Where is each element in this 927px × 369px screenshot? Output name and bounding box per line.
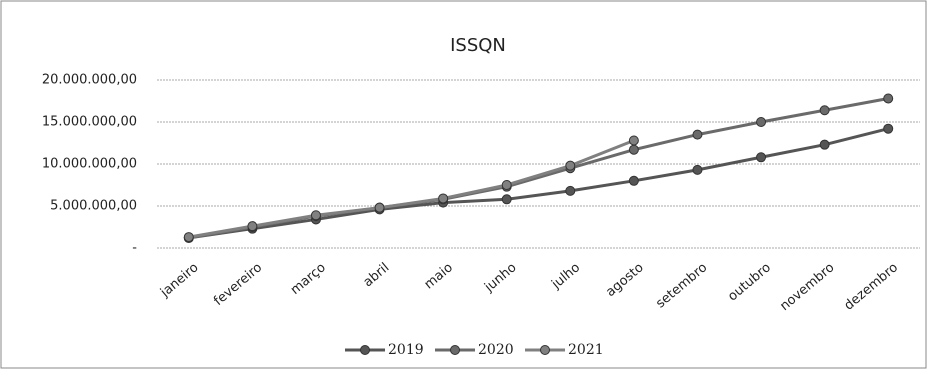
legend-marker bbox=[540, 345, 550, 355]
data-point bbox=[628, 175, 639, 186]
y-tick-label: 5.000.000,00 bbox=[50, 199, 137, 214]
data-point bbox=[247, 221, 258, 232]
legend-label: 2019 bbox=[388, 342, 424, 358]
data-point bbox=[883, 93, 894, 104]
data-point bbox=[692, 164, 703, 175]
data-point bbox=[374, 202, 385, 213]
data-point bbox=[628, 135, 639, 146]
series-line bbox=[188, 139, 635, 239]
data-point bbox=[883, 123, 894, 134]
data-point bbox=[310, 210, 321, 221]
series-line bbox=[188, 127, 889, 240]
data-point bbox=[501, 194, 512, 205]
legend-label: 2020 bbox=[478, 342, 514, 358]
legend-marker bbox=[450, 345, 460, 355]
data-point bbox=[692, 129, 703, 140]
legend-label: 2021 bbox=[568, 342, 604, 358]
data-point bbox=[628, 144, 639, 155]
y-tick-label: - bbox=[132, 241, 137, 256]
data-point bbox=[183, 232, 194, 243]
legend-marker bbox=[360, 345, 370, 355]
data-point bbox=[819, 139, 830, 150]
data-point bbox=[565, 185, 576, 196]
data-point bbox=[438, 193, 449, 204]
data-point bbox=[819, 105, 830, 116]
data-point bbox=[756, 152, 767, 163]
data-point bbox=[756, 117, 767, 127]
chart-title: ISSQN bbox=[450, 35, 506, 56]
y-tick-label: 20.000.000,00 bbox=[42, 73, 137, 88]
data-point bbox=[565, 160, 576, 171]
data-point bbox=[501, 180, 512, 190]
y-tick-label: 15.000.000,00 bbox=[42, 115, 137, 130]
y-tick-label: 10.000.000,00 bbox=[42, 157, 137, 172]
